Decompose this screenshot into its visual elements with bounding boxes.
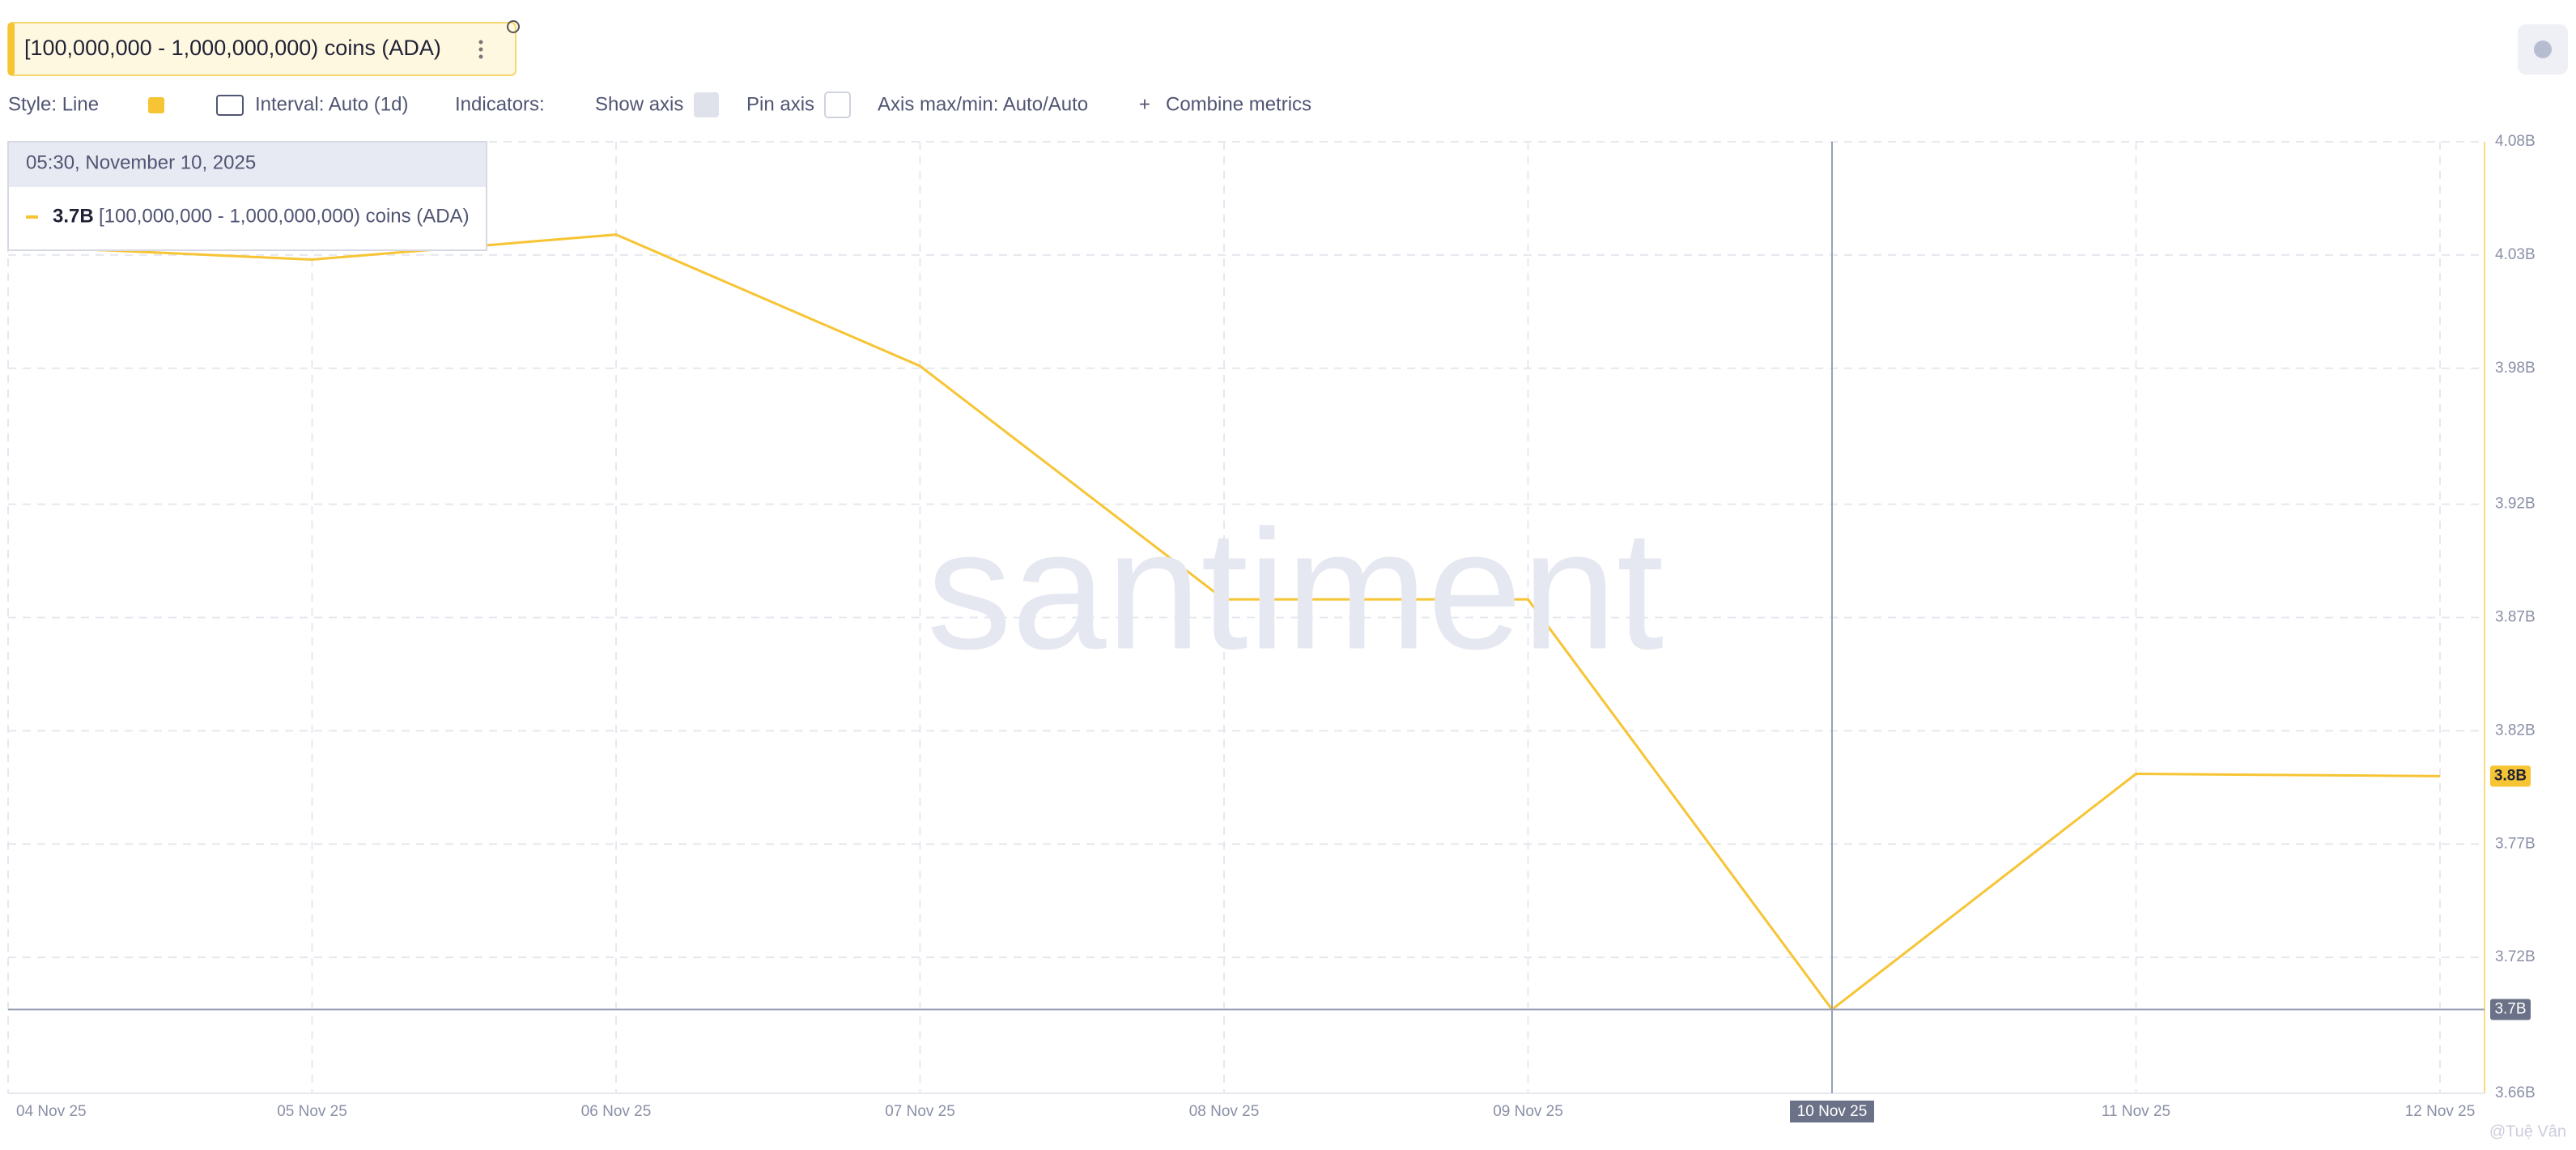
options-icon: [2534, 40, 2552, 58]
y-tick-label: 3.66B: [2495, 1084, 2536, 1101]
menu-dot: [478, 47, 483, 52]
y-tick-label: 3.98B: [2495, 360, 2536, 377]
plot: 4.08B 4.03B 3.98B 3.92B 3.87B 3.82B 3.77B 3.72B…: [7, 133, 2536, 1122]
x-tick-label: 05 Nov 25: [277, 1103, 347, 1120]
data-line: [7, 233, 2441, 1012]
tooltip-time: 05:30, November 10, 2025: [26, 151, 256, 173]
y-tick-label: 3.92B: [2495, 496, 2536, 513]
crosshair-badge: [2490, 999, 2531, 1020]
y-tick-label: 3.87B: [2495, 609, 2536, 626]
settings-icon[interactable]: [507, 20, 520, 33]
show-axis-label: Show axis: [595, 93, 683, 115]
menu-dot: [478, 54, 483, 59]
x-tick-label: 08 Nov 25: [1189, 1103, 1260, 1120]
x-highlight: [1790, 1101, 1874, 1122]
last-value-badge: [2490, 765, 2531, 787]
menu-dot[interactable]: [478, 40, 483, 45]
axis-maxmin-select[interactable]: Axis max/min: Auto/Auto: [878, 93, 1088, 115]
metric-chip-accent: [8, 23, 15, 75]
y-tick-label: 3.82B: [2495, 722, 2536, 739]
watermark: santiment: [927, 494, 1664, 684]
metric-title: [100,000,000 - 1,000,000,000) coins (ADA…: [24, 36, 441, 60]
last-value-label: 3.8B: [2494, 767, 2527, 784]
x-tick-label: 10 Nov 25: [1797, 1103, 1868, 1120]
color-select[interactable]: [148, 97, 164, 113]
x-tick-label: 04 Nov 25: [16, 1103, 87, 1120]
show-axis-checkbox[interactable]: [694, 92, 719, 117]
indicators-select[interactable]: Indicators:: [455, 93, 545, 115]
tooltip-value: 3.7B: [53, 205, 94, 227]
x-tick-label: 09 Nov 25: [1493, 1103, 1563, 1120]
y-tick-label: 4.03B: [2495, 246, 2536, 263]
pin-axis-label: Pin axis: [746, 93, 814, 115]
crosshair-label: 3.7B: [2494, 1001, 2526, 1018]
x-tick-label: 06 Nov 25: [581, 1103, 652, 1120]
pin-axis-checkbox[interactable]: [824, 92, 851, 118]
overlay: 3.7B 3.8B: [8, 142, 2531, 1093]
tooltip-metric: [100,000,000 - 1,000,000,000) coins (ADA…: [99, 205, 470, 227]
y-tick-label: 3.77B: [2495, 835, 2536, 852]
combine-metrics[interactable]: Combine metrics: [1166, 93, 1311, 115]
style-select[interactable]: Style: Line: [8, 93, 99, 115]
x-tick-label: 12 Nov 25: [2405, 1103, 2476, 1120]
y-tick-label: 3.72B: [2495, 948, 2536, 965]
credit: @Tuệ Vân: [2489, 1122, 2566, 1140]
x-tick-label: 07 Nov 25: [885, 1103, 955, 1120]
interval-icon: [216, 95, 244, 116]
y-tick-label: 4.08B: [2495, 133, 2536, 150]
interval-select[interactable]: Interval: Auto (1d): [255, 93, 408, 115]
x-tick-label: 11 Nov 25: [2102, 1103, 2170, 1120]
tooltip-header: [9, 143, 486, 187]
plus-icon: +: [1139, 93, 1150, 115]
